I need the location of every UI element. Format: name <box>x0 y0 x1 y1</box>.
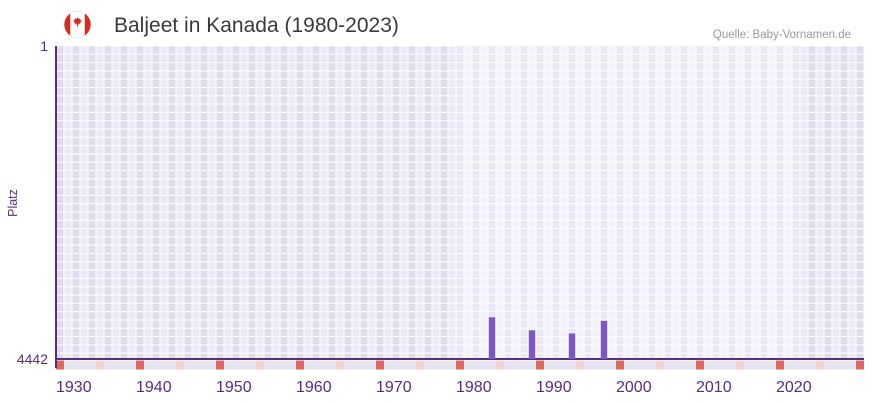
svg-text:1930: 1930 <box>56 379 92 396</box>
svg-text:1970: 1970 <box>376 379 412 396</box>
svg-text:1940: 1940 <box>136 379 172 396</box>
svg-text:4442: 4442 <box>17 351 48 367</box>
svg-text:1: 1 <box>40 38 48 54</box>
svg-text:1960: 1960 <box>296 379 332 396</box>
svg-text:2010: 2010 <box>696 379 732 396</box>
svg-text:2020: 2020 <box>776 379 812 396</box>
svg-text:1990: 1990 <box>536 379 572 396</box>
svg-text:1980: 1980 <box>456 379 492 396</box>
svg-text:2000: 2000 <box>616 379 652 396</box>
svg-text:1950: 1950 <box>216 379 252 396</box>
